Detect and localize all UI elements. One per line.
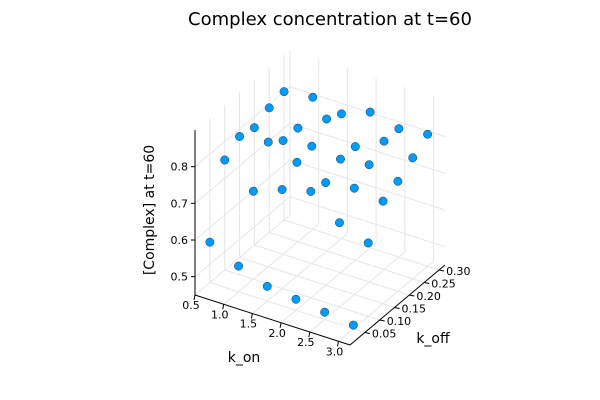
data-point: [393, 176, 403, 186]
data-point: [249, 123, 259, 133]
x-tick-mark: [250, 313, 253, 319]
data-point: [349, 183, 359, 193]
grid-line: [254, 244, 410, 296]
y-tick-label: 0.05: [372, 328, 397, 341]
data-point: [205, 237, 215, 247]
data-point: [423, 129, 433, 139]
axes-layer: [191, 130, 446, 347]
grid-line: [194, 196, 291, 278]
grid-line: [289, 122, 446, 174]
data-point: [308, 92, 318, 102]
grid-line: [194, 159, 291, 241]
data-point: [350, 142, 360, 152]
x-tick-mark: [337, 341, 340, 347]
data-point: [408, 153, 418, 163]
data-point: [291, 294, 301, 304]
y-tick-mark: [424, 282, 430, 284]
y-tick-label: 0.25: [431, 278, 456, 291]
x-tick-mark: [222, 304, 225, 310]
x-tick-label: 2.0: [268, 327, 286, 340]
x-axis-line: [194, 294, 351, 346]
grid-line: [289, 159, 446, 211]
data-point: [321, 178, 331, 188]
data-point: [364, 160, 374, 170]
data-point: [220, 155, 230, 165]
chart-title: Complex concentration at t=60: [188, 9, 472, 30]
grid-layer: [194, 50, 446, 342]
grid-line: [309, 251, 406, 333]
x-tick-label: 1.5: [240, 318, 258, 331]
data-point: [277, 185, 287, 194]
x-tick-label: 1.0: [211, 308, 229, 321]
data-point: [264, 103, 274, 113]
grid-line: [289, 196, 446, 248]
z-axis-label: [Complex] at t=60: [142, 145, 158, 275]
data-point: [348, 320, 358, 330]
grid-line: [239, 257, 395, 308]
data-point: [322, 114, 332, 124]
x-tick-label: 2.5: [297, 336, 315, 349]
grid-line: [194, 86, 291, 168]
grid-line: [194, 214, 291, 296]
y-tick-label: 0.30: [446, 265, 471, 278]
y-tick-mark: [409, 294, 415, 297]
y-tick-mark: [438, 269, 445, 272]
grid-line: [224, 269, 380, 321]
y-tick-mark: [394, 307, 400, 309]
y-tick-label: 0.20: [416, 290, 441, 303]
grid-line: [269, 232, 425, 283]
tick-labels: 0.51.01.52.02.53.00.050.100.150.200.250.…: [171, 161, 471, 359]
data-point: [248, 186, 258, 196]
y-axis-label: k_off: [416, 331, 450, 347]
y-tick-mark: [379, 319, 385, 322]
data-point: [365, 107, 375, 117]
data-point: [306, 186, 316, 196]
data-point: [379, 136, 389, 146]
grid-line: [283, 219, 440, 271]
y-tick-label: 0.10: [387, 315, 412, 328]
data-point: [293, 123, 303, 133]
x-tick-mark: [308, 331, 311, 338]
y-axis-line: [349, 264, 446, 346]
data-point: [278, 136, 288, 146]
x-tick-mark: [193, 294, 196, 301]
data-point: [292, 157, 302, 167]
grid-line: [280, 242, 377, 324]
data-point: [307, 141, 317, 151]
y-tick-label: 0.15: [402, 303, 427, 316]
data-point: [279, 87, 289, 97]
z-tick-label: 0.8: [171, 161, 189, 174]
z-tick-label: 0.6: [171, 234, 189, 247]
grid-line: [223, 223, 320, 305]
y-tick-mark: [364, 332, 370, 334]
data-point: [234, 261, 243, 271]
data-point: [337, 109, 346, 119]
data-point: [262, 281, 272, 291]
data-point: [263, 137, 273, 147]
data-point: [320, 307, 330, 317]
z-tick-label: 0.5: [171, 271, 189, 284]
data-point: [394, 124, 404, 134]
data-point: [336, 154, 345, 164]
grid-line: [209, 282, 365, 333]
grid-line: [194, 122, 291, 204]
x-tick-label: 0.5: [182, 299, 200, 312]
data-point: [363, 238, 373, 248]
data-point: [378, 196, 388, 206]
z-tick-label: 0.7: [171, 197, 189, 210]
x-axis-label: k_on: [228, 350, 261, 366]
grid-line: [252, 233, 348, 314]
data-point: [335, 218, 344, 228]
x-tick-label: 3.0: [326, 345, 344, 358]
data-points: [205, 87, 433, 330]
x-tick-mark: [279, 322, 282, 328]
data-point: [235, 132, 244, 141]
